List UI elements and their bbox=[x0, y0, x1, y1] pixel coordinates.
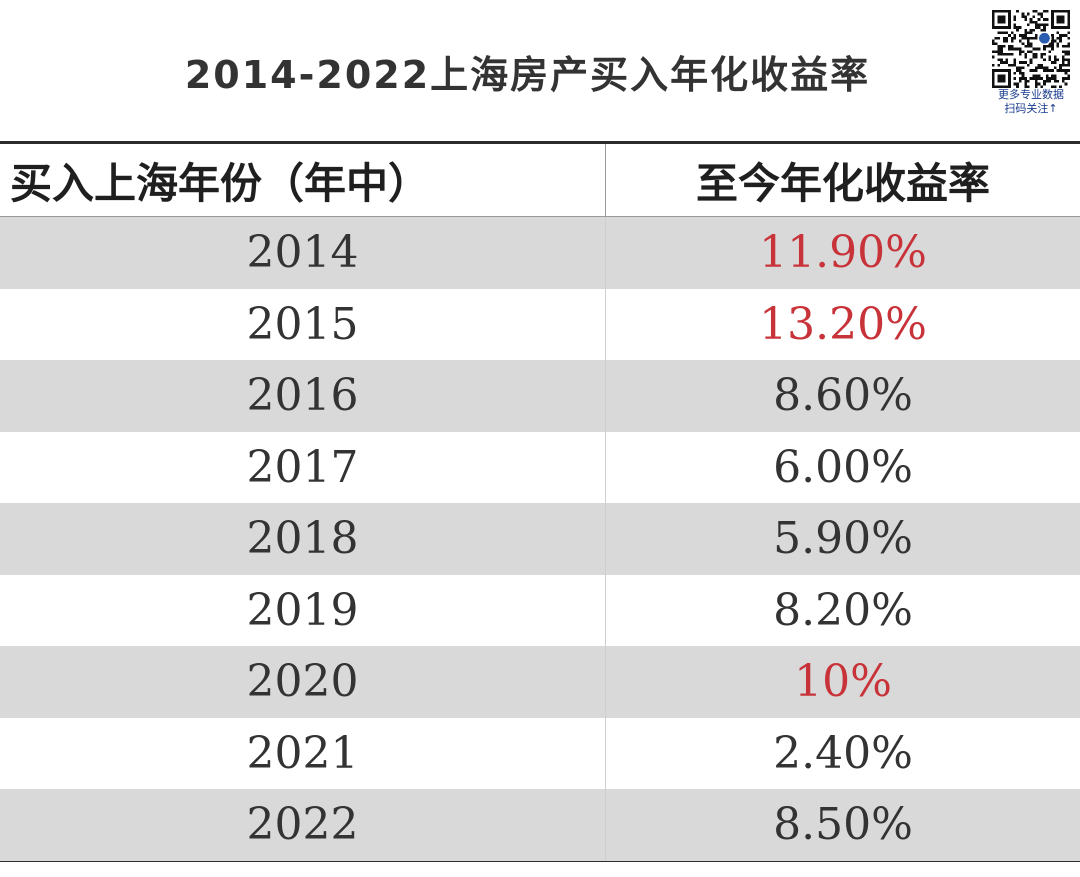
year-cell: 2022 bbox=[0, 789, 606, 861]
column-header-year: 买入上海年份（年中） bbox=[0, 144, 606, 217]
return-cell: 10% bbox=[605, 646, 1080, 718]
table-row: 2018 5.90% bbox=[0, 503, 1080, 575]
return-cell: 11.90% bbox=[605, 216, 1080, 289]
column-header-return: 至今年化收益率 bbox=[605, 144, 1080, 217]
returns-table: 买入上海年份（年中） 至今年化收益率 2014 11.90% 2015 13.20% 2… bbox=[0, 141, 1080, 862]
table-row: 2020 10% bbox=[0, 646, 1080, 718]
return-cell: 13.20% bbox=[605, 288, 1080, 360]
return-cell: 2.40% bbox=[605, 717, 1080, 789]
year-cell: 2016 bbox=[0, 360, 606, 432]
return-cell: 8.50% bbox=[605, 789, 1080, 861]
page-title: 2014-2022上海房产买入年化收益率 bbox=[184, 53, 871, 97]
year-cell: 2014 bbox=[0, 216, 606, 289]
return-cell: 5.90% bbox=[605, 503, 1080, 575]
table-row: 2019 8.20% bbox=[0, 574, 1080, 646]
qr-code-icon[interactable] bbox=[992, 10, 1070, 88]
year-cell: 2020 bbox=[0, 646, 606, 718]
table-row: 2015 13.20% bbox=[0, 288, 1080, 360]
qr-caption-line1: 更多专业数据 bbox=[998, 88, 1064, 101]
return-cell: 8.20% bbox=[605, 574, 1080, 646]
year-cell: 2018 bbox=[0, 503, 606, 575]
table-header-row: 买入上海年份（年中） 至今年化收益率 bbox=[0, 144, 1080, 217]
table-body: 2014 11.90% 2015 13.20% 2016 8.60% 2017 6.00% 20… bbox=[0, 216, 1080, 861]
qr-caption-line2: 扫码关注↑ bbox=[1004, 102, 1058, 115]
table-row: 2021 2.40% bbox=[0, 717, 1080, 789]
year-cell: 2019 bbox=[0, 574, 606, 646]
table-row: 2022 8.50% bbox=[0, 789, 1080, 861]
qr-code-panel[interactable]: 更多专业数据 扫码关注↑ bbox=[990, 10, 1072, 116]
return-cell: 8.60% bbox=[605, 360, 1080, 432]
return-cell: 6.00% bbox=[605, 431, 1080, 503]
table-row: 2017 6.00% bbox=[0, 431, 1080, 503]
table-row: 2016 8.60% bbox=[0, 360, 1080, 432]
year-cell: 2021 bbox=[0, 717, 606, 789]
table-row: 2014 11.90% bbox=[0, 216, 1080, 289]
year-cell: 2017 bbox=[0, 431, 606, 503]
year-cell: 2015 bbox=[0, 288, 606, 360]
